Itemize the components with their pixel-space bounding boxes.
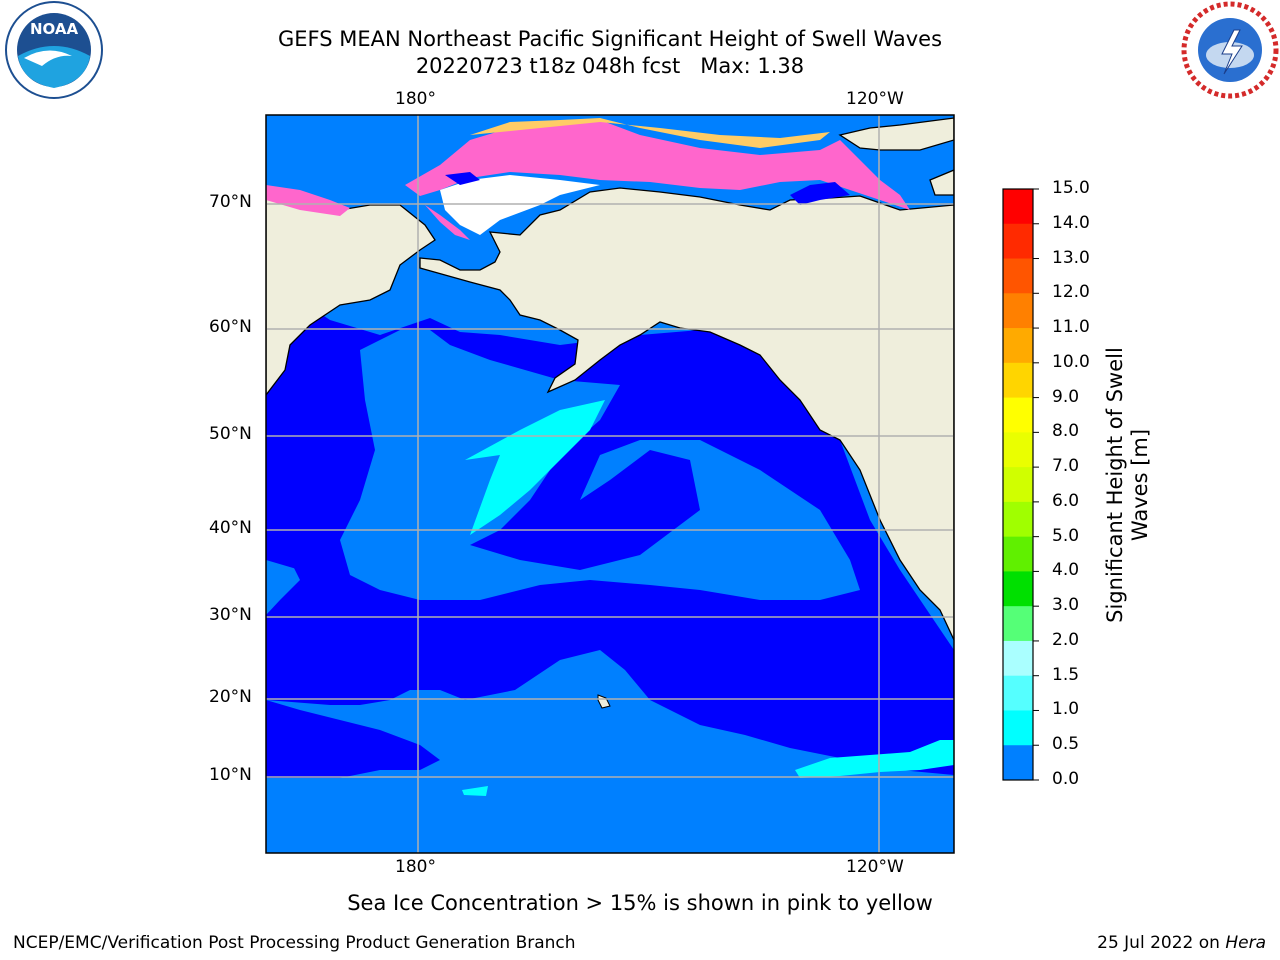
colorbar-tick-label: 12.0	[1052, 282, 1090, 303]
lon-label-top-120w: 120°W	[846, 89, 904, 109]
colorbar-tick-label: 13.0	[1052, 247, 1090, 268]
colorbar-tick-label: 6.0	[1052, 490, 1080, 511]
colorbar-segment	[1003, 189, 1033, 225]
colorbar-segment	[1003, 293, 1033, 329]
render-date: 25 Jul 2022 on Hera	[1097, 933, 1266, 953]
arctic-dark-pool	[790, 182, 850, 205]
colorbar-segment	[1003, 675, 1033, 711]
map-area	[266, 115, 954, 853]
render-host: Hera	[1225, 933, 1266, 953]
colorbar-tick-label: 15.0	[1052, 178, 1090, 198]
swell-band-1-0-1-5-north	[465, 400, 605, 535]
chart-title: GEFS MEAN Northeast Pacific Significant …	[277, 27, 943, 51]
land-arctic-islands	[838, 117, 954, 151]
arctic-dark-pool-2	[445, 172, 480, 185]
colorbar-segment	[1003, 328, 1033, 364]
lat-label-50n: 50°N	[209, 424, 252, 444]
colorbar-tick-label: 5.0	[1052, 525, 1080, 546]
colorbar-frame	[1002, 188, 1034, 781]
lat-label-40n: 40°N	[209, 518, 252, 538]
sea-ice-siberia	[266, 185, 350, 216]
render-date-on: on	[1198, 933, 1220, 953]
colorbar-segment	[1003, 223, 1033, 260]
land-arctic-island-2	[929, 169, 954, 196]
colorbar-tick-label: 10.0	[1052, 351, 1090, 372]
colorbar-segment	[1003, 258, 1033, 294]
colorbar-tick-label: 11.0	[1052, 317, 1090, 338]
colorbar-tick-label: 4.0	[1052, 560, 1080, 581]
credit-text: NCEP/EMC/Verification Post Processing Pr…	[13, 933, 576, 953]
lon-label-bottom-120w: 120°W	[846, 857, 904, 877]
colorbar-segment	[1003, 501, 1033, 538]
colorbar-segment	[1003, 467, 1033, 503]
lon-label-bottom-180: 180°	[395, 857, 436, 877]
colorbar-segment	[1003, 397, 1033, 433]
sea-ice-north-fringe	[470, 118, 830, 148]
colorbar-segment	[1003, 710, 1033, 746]
gridlines	[266, 115, 954, 853]
colorbar-tick-label: 0.5	[1052, 734, 1080, 755]
swell-band-0-0-5-west	[266, 390, 360, 570]
sea-ice-north	[405, 120, 910, 210]
colorbar-segment	[1003, 536, 1033, 572]
swell-band-1-0-1-5-south	[795, 740, 954, 778]
colorbar-segment	[1003, 571, 1033, 607]
lat-label-70n: 70°N	[209, 192, 252, 212]
lat-label-20n: 20°N	[209, 687, 252, 707]
colorbar	[1003, 188, 1039, 781]
noaa-logo-text: NOAA	[30, 20, 79, 38]
swell-band-0-0-5-south	[266, 700, 440, 778]
arctic-open-water	[440, 175, 600, 235]
colorbar-tick-label: 0.0	[1052, 769, 1080, 789]
colorbar-label: Significant Height of Swell Waves [m]	[1103, 347, 1152, 623]
sea-ice-note: Sea Ice Concentration > 15% is shown in …	[347, 891, 933, 915]
colorbar-segment	[1003, 745, 1033, 781]
colorbar-segment	[1003, 606, 1033, 642]
sea-ice-chukchi	[425, 205, 470, 240]
nws-logo	[1181, 1, 1279, 99]
lat-label-60n: 60°N	[209, 317, 252, 337]
lon-label-top-180: 180°	[395, 89, 436, 109]
lat-label-30n: 30°N	[209, 605, 252, 625]
colorbar-segment	[1003, 432, 1033, 468]
colorbar-tick-label: 8.0	[1052, 421, 1080, 442]
noaa-logo: NOAA	[5, 1, 103, 99]
colorbar-tick-label: 9.0	[1052, 386, 1080, 407]
map-frame	[265, 114, 955, 854]
render-date-value: 25 Jul 2022	[1097, 933, 1194, 953]
chart-subtitle: 20220723 t18z 048h fcst Max: 1.38	[415, 54, 805, 78]
land-alaska	[419, 187, 954, 641]
colorbar-tick-label: 3.0	[1052, 595, 1080, 616]
colorbar-tick-label: 2.0	[1052, 629, 1080, 650]
colorbar-tick-label: 1.5	[1052, 664, 1080, 685]
colorbar-tick-label: 14.0	[1052, 212, 1090, 233]
swell-band-1-0-1-5-spot	[462, 786, 488, 796]
colorbar-tick-label: 7.0	[1052, 456, 1080, 477]
swell-band-0-5-1-0-central	[340, 330, 860, 600]
colorbar-segment	[1003, 362, 1033, 399]
colorbar-tick-label: 1.0	[1052, 699, 1080, 720]
colorbar-segment	[1003, 640, 1033, 677]
lat-label-10n: 10°N	[209, 765, 252, 785]
